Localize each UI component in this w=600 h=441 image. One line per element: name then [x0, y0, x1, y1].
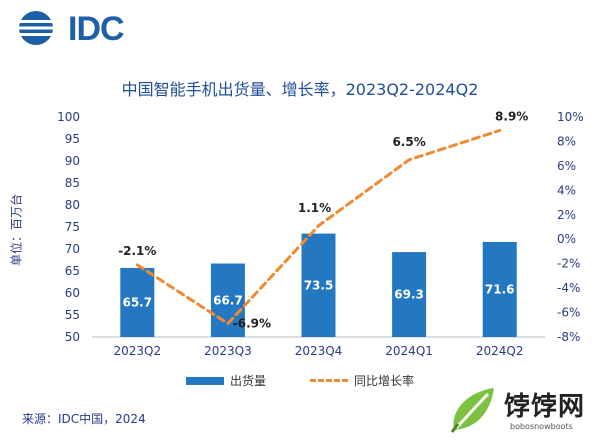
legend-swatch-bar [185, 376, 224, 385]
y2-tick-label: -8% [557, 330, 580, 344]
y-tick-label: 100 [57, 110, 80, 124]
watermark: 饽饽网 bobosnowboots [444, 384, 600, 437]
logo-text: IDC [68, 10, 125, 48]
x-tick-label: 2023Q3 [204, 344, 252, 358]
leaf-icon [450, 388, 494, 433]
growth-value-label: -2.1% [118, 244, 156, 258]
growth-value-label: 6.5% [392, 135, 425, 149]
y-tick-label: 60 [65, 286, 80, 300]
growth-value-label: 8.9% [495, 109, 528, 123]
legend: 出货量 同比增长率 [0, 372, 600, 389]
bar [301, 233, 336, 337]
y-tick-label: 80 [65, 198, 80, 212]
y2-tick-label: 6% [557, 159, 576, 173]
globe-icon [19, 11, 53, 45]
y-tick-label: 90 [65, 154, 80, 168]
bar-value-label: 71.6 [485, 282, 515, 296]
y2-tick-label: -6% [557, 306, 580, 320]
x-tick-label: 2024Q2 [476, 344, 524, 358]
y2-tick-label: -4% [557, 281, 580, 295]
y2-tick-label: 10% [557, 110, 584, 124]
y2-tick-label: 8% [557, 134, 576, 148]
bar-value-label: 69.3 [394, 288, 424, 302]
bar-value-label: 65.7 [122, 295, 152, 309]
y-tick-label: 50 [65, 330, 80, 344]
legend-item-shipments: 出货量 [185, 372, 266, 389]
bar-value-label: 73.5 [304, 278, 334, 292]
legend-item-growth: 同比增长率 [310, 372, 414, 389]
chart-title: 中国智能手机出货量、增长率，2023Q2-2024Q2 [121, 80, 479, 99]
y-tick-label: 75 [65, 220, 80, 234]
y-tick-label: 70 [65, 242, 80, 256]
bar [120, 267, 155, 337]
y2-tick-label: 0% [557, 232, 576, 246]
growth-value-label: 1.1% [298, 201, 331, 215]
legend-label-shipments: 出货量 [229, 374, 266, 388]
x-tick-label: 2023Q2 [113, 344, 161, 358]
legend-swatch-line [310, 379, 348, 382]
watermark-text: 饽饽网 [504, 392, 586, 422]
idc-logo: IDC [16, 8, 146, 48]
y2-tick-label: -2% [557, 257, 580, 271]
legend-label-growth: 同比增长率 [354, 374, 415, 388]
bar-value-label: 66.7 [213, 293, 243, 307]
x-tick-label: 2023Q4 [295, 344, 343, 358]
bar [482, 241, 517, 337]
source-note: 来源：IDC中国，2024 [22, 412, 146, 426]
y2-tick-label: 2% [557, 208, 576, 222]
x-tick-label: 2024Q1 [385, 344, 433, 358]
bar [392, 252, 427, 337]
growth-value-label: -6.9% [233, 317, 271, 331]
growth-series-line [135, 128, 502, 326]
y-tick-label: 95 [65, 132, 80, 146]
y-tick-label: 85 [65, 176, 80, 190]
y-tick-label: 55 [65, 308, 80, 322]
watermark-url: bobosnowboots [510, 422, 573, 431]
y-tick-label: 65 [65, 264, 80, 278]
y2-tick-label: 4% [557, 183, 576, 197]
